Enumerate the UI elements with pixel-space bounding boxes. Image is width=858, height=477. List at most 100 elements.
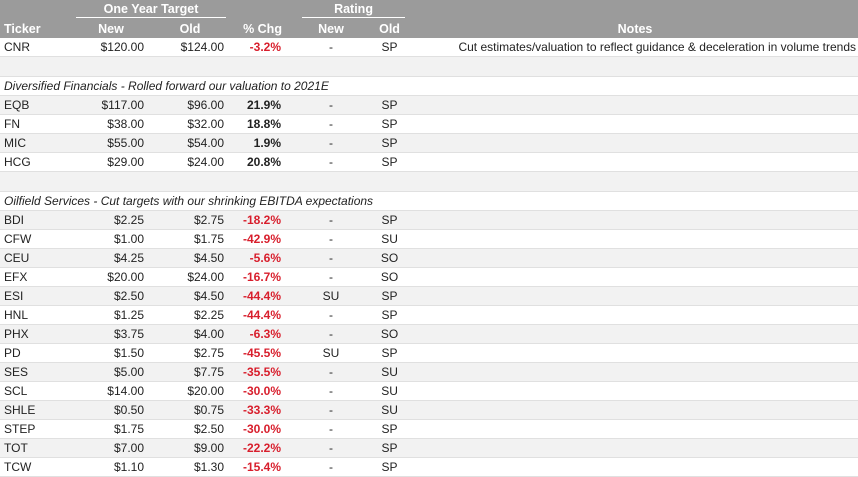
table-row: SES $5.00 $7.75 -35.5% - SU: [0, 362, 858, 382]
rating-new-cell: SU: [295, 286, 368, 306]
section-title-row: Oilfield Services - Cut targets with our…: [0, 191, 858, 211]
notes-cell: [412, 95, 858, 115]
col-target-old: Old: [150, 19, 231, 38]
target-old-cell: $7.75: [150, 362, 231, 382]
notes-cell: [412, 210, 858, 230]
notes-cell: [412, 248, 858, 268]
target-old-cell: $2.75: [150, 343, 231, 363]
rating-new-cell: -: [295, 229, 368, 249]
ticker-cell: CEU: [0, 248, 72, 268]
table-row: FN $38.00 $32.00 18.8% - SP: [0, 114, 858, 134]
rating-old-cell: SO: [367, 248, 413, 268]
rating-old-cell: SU: [367, 400, 413, 420]
target-old-cell: $54.00: [150, 133, 231, 153]
table-row: TCW $1.10 $1.30 -15.4% - SP: [0, 457, 858, 477]
target-old-cell: $4.50: [150, 248, 231, 268]
target-new-cell: $14.00: [72, 381, 150, 401]
target-old-cell: $1.75: [150, 229, 231, 249]
pct-chg-cell: 1.9%: [230, 133, 296, 153]
rating-new-cell: -: [295, 362, 368, 382]
col-target-new: New: [72, 19, 150, 38]
pct-chg-cell: -44.4%: [230, 286, 296, 306]
pct-chg-cell: -16.7%: [230, 267, 296, 287]
ticker-cell: EQB: [0, 95, 72, 115]
table-row: CFW $1.00 $1.75 -42.9% - SU: [0, 229, 858, 249]
section-title: Diversified Financials - Rolled forward …: [0, 76, 858, 96]
rating-new-cell: -: [295, 248, 368, 268]
target-old-cell: $4.50: [150, 286, 231, 306]
rating-old-cell: SP: [367, 305, 413, 325]
notes-cell: [412, 324, 858, 344]
ticker-cell: CFW: [0, 229, 72, 249]
rating-old-cell: SO: [367, 324, 413, 344]
rating-old-cell: SP: [367, 286, 413, 306]
target-new-cell: $3.75: [72, 324, 150, 344]
table-row: STEP $1.75 $2.50 -30.0% - SP: [0, 419, 858, 439]
rating-new-cell: -: [295, 457, 368, 477]
ticker-cell: ESI: [0, 286, 72, 306]
target-old-cell: $96.00: [150, 95, 231, 115]
pct-chg-cell: -30.0%: [230, 419, 296, 439]
spacer-row: [0, 56, 858, 77]
target-new-cell: $1.00: [72, 229, 150, 249]
target-old-cell: $9.00: [150, 438, 231, 458]
rating-new-cell: -: [295, 438, 368, 458]
target-new-cell: $7.00: [72, 438, 150, 458]
table-row: TOT $7.00 $9.00 -22.2% - SP: [0, 438, 858, 458]
rating-new-cell: -: [295, 210, 368, 230]
rating-new-cell: -: [295, 381, 368, 401]
ticker-cell: EFX: [0, 267, 72, 287]
target-new-cell: $120.00: [72, 38, 150, 57]
table-header: One Year Target Rating Ticker New Old % …: [0, 0, 858, 38]
notes-cell: [412, 419, 858, 439]
pct-chg-cell: 20.8%: [230, 152, 296, 172]
ticker-cell: SCL: [0, 381, 72, 401]
notes-cell: [412, 438, 858, 458]
rating-new-cell: -: [295, 419, 368, 439]
target-old-cell: $2.25: [150, 305, 231, 325]
pct-chg-cell: -3.2%: [230, 38, 296, 57]
header-group-row: One Year Target Rating: [0, 0, 858, 19]
rating-new-cell: -: [295, 114, 368, 134]
ticker-cell: PHX: [0, 324, 72, 344]
notes-cell: [412, 343, 858, 363]
target-old-cell: $2.75: [150, 210, 231, 230]
notes-cell: [412, 267, 858, 287]
rating-old-cell: SP: [367, 95, 413, 115]
notes-cell: [412, 362, 858, 382]
pct-chg-cell: -45.5%: [230, 343, 296, 363]
pct-chg-cell: -18.2%: [230, 210, 296, 230]
section-title: Oilfield Services - Cut targets with our…: [0, 191, 858, 211]
group-rating: Rating: [295, 0, 413, 19]
pct-chg-cell: -44.4%: [230, 305, 296, 325]
pct-chg-cell: -35.5%: [230, 362, 296, 382]
target-old-cell: $24.00: [150, 267, 231, 287]
ticker-cell: TCW: [0, 457, 72, 477]
pct-chg-cell: -6.3%: [230, 324, 296, 344]
col-ticker: Ticker: [0, 19, 72, 38]
rating-old-cell: SU: [367, 381, 413, 401]
target-new-cell: $1.75: [72, 419, 150, 439]
rating-old-cell: SP: [367, 114, 413, 134]
notes-cell: [412, 400, 858, 420]
table-row: SHLE $0.50 $0.75 -33.3% - SU: [0, 400, 858, 420]
table-row: ESI $2.50 $4.50 -44.4% SU SP: [0, 286, 858, 306]
ticker-cell: FN: [0, 114, 72, 134]
target-new-cell: $5.00: [72, 362, 150, 382]
notes-cell: [412, 114, 858, 134]
spacer-row: [0, 171, 858, 192]
rating-new-cell: -: [295, 324, 368, 344]
ticker-cell: BDI: [0, 210, 72, 230]
notes-cell: [412, 133, 858, 153]
rating-new-cell: -: [295, 400, 368, 420]
ticker-cell: PD: [0, 343, 72, 363]
ticker-cell: SHLE: [0, 400, 72, 420]
col-pct-chg: % Chg: [230, 19, 296, 38]
table-row: HNL $1.25 $2.25 -44.4% - SP: [0, 305, 858, 325]
table-row: PHX $3.75 $4.00 -6.3% - SO: [0, 324, 858, 344]
rating-old-cell: SP: [367, 419, 413, 439]
table-row: EFX $20.00 $24.00 -16.7% - SO: [0, 267, 858, 287]
rating-old-cell: SO: [367, 267, 413, 287]
notes-cell: Cut estimates/valuation to reflect guida…: [412, 38, 858, 57]
pct-chg-cell: -30.0%: [230, 381, 296, 401]
